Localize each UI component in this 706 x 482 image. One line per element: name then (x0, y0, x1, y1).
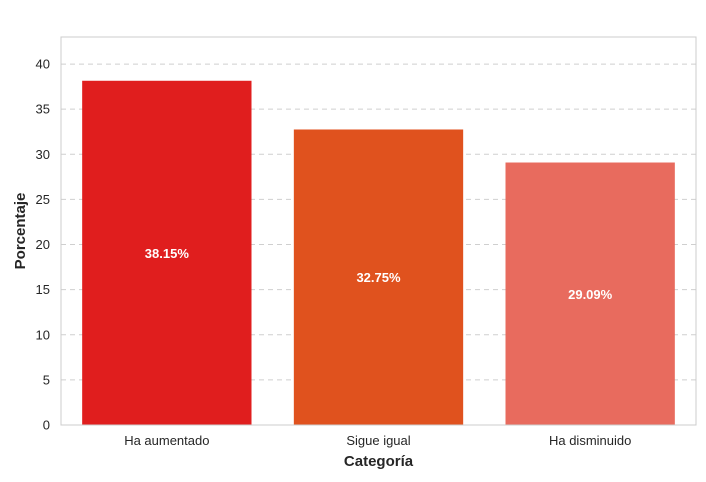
plot-frame (60, 36, 697, 426)
bar (293, 129, 464, 425)
x-tick-labels: Ha aumentado Sigue igual Ha disminuido (124, 433, 631, 448)
y-tick-label: 30 (36, 147, 50, 162)
y-tick-label: 35 (36, 102, 50, 117)
bars (82, 80, 675, 425)
bar-value-labels: 38.15% 32.75% 29.09% (145, 246, 613, 302)
x-tick-label: Ha aumentado (124, 433, 209, 448)
bar-value-label: 32.75% (356, 270, 401, 285)
x-axis-title: Categoría (344, 453, 414, 470)
y-tick-label: 5 (43, 372, 50, 387)
y-tick-label: 10 (36, 327, 50, 342)
y-tick-label: 40 (36, 57, 50, 72)
bar-value-label: 29.09% (568, 287, 613, 302)
x-tick-label: Ha disminuido (549, 433, 631, 448)
y-tick-label: 0 (43, 418, 50, 433)
y-tick-labels: 0 5 10 15 20 25 30 35 40 (36, 57, 50, 433)
bar (505, 162, 675, 425)
y-axis-title: Porcentaje (12, 193, 29, 270)
x-tick-label: Sigue igual (346, 433, 410, 448)
y-tick-label: 15 (36, 282, 50, 297)
y-tick-label: 25 (36, 192, 50, 207)
bar (82, 80, 252, 425)
y-tick-label: 20 (36, 237, 50, 252)
bar-value-label: 38.15% (145, 246, 190, 261)
